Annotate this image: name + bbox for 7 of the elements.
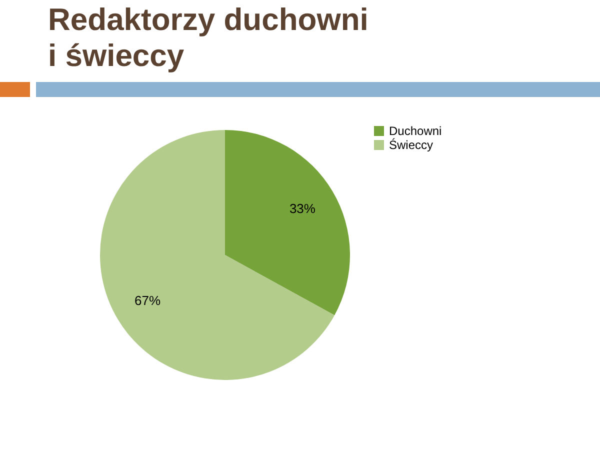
chart-title: Redaktorzy duchowni i świeccy	[48, 2, 370, 74]
pie-slice	[100, 130, 335, 380]
pie-slice	[225, 130, 350, 316]
legend-label: Świeccy	[389, 138, 434, 152]
legend-label: Duchowni	[389, 124, 442, 138]
data-label: 33%	[289, 201, 316, 216]
data-label: 67%	[134, 292, 161, 308]
